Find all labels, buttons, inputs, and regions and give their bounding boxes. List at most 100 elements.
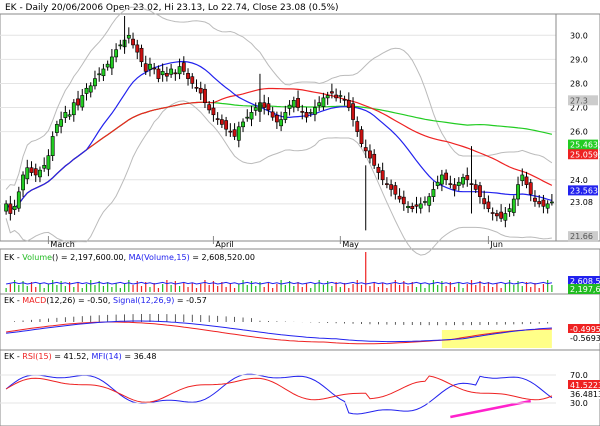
candle-down <box>207 104 212 111</box>
volume-bar <box>360 285 363 292</box>
candle-up <box>54 124 59 133</box>
legend-item: = 36.48 <box>122 352 157 361</box>
candle-down <box>262 102 267 108</box>
volume-bar <box>68 282 71 292</box>
candle-down <box>228 130 233 133</box>
volume-bar <box>458 283 460 292</box>
macd-legend: EK - MACD(12,26) = -0.50, Signal(12,26,9… <box>4 296 207 305</box>
legend-item: = -0.57 <box>174 296 207 305</box>
price-value-label: 21.66 <box>570 232 593 241</box>
volume-bar <box>26 286 28 292</box>
volume-bar <box>178 286 181 292</box>
rsi-legend: EK - RSI(15) = 41.52, MFI(14) = 36.48 <box>4 352 156 361</box>
volume-bar <box>449 282 451 292</box>
price-tick-label: 29.0 <box>570 55 588 64</box>
legend-item: = 41.52, <box>52 352 92 361</box>
price-value-label: 23.08 <box>570 198 593 207</box>
rsi-body <box>5 373 553 419</box>
rsi-axis: 70.0 30.0 <box>0 371 588 408</box>
volume-bar <box>90 280 92 292</box>
volume-bar <box>453 287 456 292</box>
volume-bar <box>157 288 160 292</box>
volume-bar <box>5 288 7 292</box>
volume-bar <box>386 288 388 292</box>
candle-down <box>473 184 478 190</box>
volume-bar <box>162 284 164 292</box>
volume-bar <box>411 282 413 292</box>
volume-bar <box>513 285 515 292</box>
candle-up <box>63 112 68 118</box>
candle-up <box>338 95 343 97</box>
volume-bar <box>174 281 176 292</box>
candle-down <box>444 172 449 181</box>
candle-down <box>139 47 144 63</box>
rsi-tick-label: 30.0 <box>570 399 588 408</box>
candle-up <box>325 95 330 99</box>
legend-item: (12,26) = -0.50, <box>46 296 113 305</box>
candle-down <box>389 184 394 190</box>
candle-down <box>499 211 504 219</box>
volume-bar <box>420 283 422 292</box>
candle-up <box>279 119 284 127</box>
volume-bar <box>119 288 121 292</box>
candle-up <box>67 114 72 117</box>
volume-bar <box>208 285 210 292</box>
volume-bar <box>492 287 494 292</box>
volume-bar <box>259 282 261 292</box>
volume-bar <box>508 280 511 292</box>
volume-panel <box>0 248 600 295</box>
candle-up <box>545 203 550 209</box>
candle-down <box>376 166 381 173</box>
candle-down <box>372 153 377 166</box>
legend-item: RSI(15) <box>22 352 51 361</box>
volume-bar <box>145 282 147 292</box>
price-value-box <box>568 231 598 242</box>
volume-bar <box>22 281 24 292</box>
price-value-box <box>568 95 598 106</box>
panel-value-label: 2,197,600 <box>570 285 600 294</box>
candle-down <box>8 203 13 214</box>
candle-down <box>397 195 402 200</box>
panel-value-label: 41.5223 <box>570 381 600 390</box>
candle-down <box>393 185 398 195</box>
volume-bar <box>369 286 371 292</box>
candle-down <box>215 118 220 120</box>
panel-value-label: 36.4813 <box>570 390 600 399</box>
candle-up <box>12 205 17 210</box>
month-label: Jun <box>489 240 503 249</box>
candle-down <box>224 120 229 130</box>
month-label: March <box>50 240 74 249</box>
candle-down <box>329 91 334 94</box>
volume-bar <box>525 282 528 292</box>
candle-down <box>135 44 140 53</box>
volume-bar <box>288 281 291 292</box>
volume-bar <box>521 286 523 292</box>
candle-up <box>511 198 516 213</box>
volume-bar <box>377 287 380 292</box>
legend-item: Volume <box>22 253 52 262</box>
volume-bar <box>322 285 325 292</box>
volume-bar <box>487 282 490 292</box>
volume-bar <box>73 287 75 292</box>
candle-down <box>351 103 355 120</box>
candle-down <box>448 183 453 185</box>
volume-right-labels: 2,608,5202,197,600 <box>568 276 600 294</box>
volume-bar <box>56 285 58 292</box>
chart-header: EK - Daily 20/06/2006 Open 23.02, Hi 23.… <box>5 3 339 13</box>
price-value-label: 25.0595 <box>570 150 600 159</box>
volume-bar <box>187 287 189 292</box>
candle-up <box>80 95 85 108</box>
price-value-box <box>568 139 598 150</box>
volume-bar <box>538 288 540 292</box>
candle-down <box>452 184 457 190</box>
volume-bar <box>195 288 198 292</box>
legend-item: MFI(14) <box>91 352 121 361</box>
month-label: April <box>215 240 233 249</box>
volume-bar <box>382 283 384 292</box>
candle-up <box>109 56 114 69</box>
panel-value-box <box>568 276 600 286</box>
candle-down <box>304 112 309 118</box>
candle-down <box>410 205 415 209</box>
